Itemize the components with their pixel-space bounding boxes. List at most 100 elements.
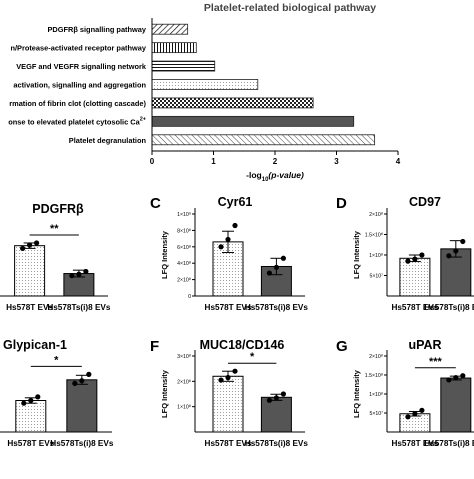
pathway-category-label: onse to elevated platelet cytosolic Ca2+ <box>8 116 146 126</box>
pathway-bar <box>151 97 314 109</box>
pathway-bar <box>151 60 216 72</box>
data-point <box>412 256 418 262</box>
x-category-label: Hs578T EVs <box>205 439 252 448</box>
data-point <box>72 380 78 386</box>
y-tick-label: 1×10⁸ <box>369 392 383 398</box>
data-point <box>28 397 34 404</box>
significance-label: * <box>250 351 255 363</box>
y-tick-label: 1.5×10⁸ <box>365 373 383 379</box>
pathway-bar <box>151 134 376 146</box>
x-category-label: Hs578Ts(i)8 EVs <box>245 439 309 448</box>
x-category-label: Hs578Ts(i)8 EVs <box>424 439 474 448</box>
data-point <box>405 258 411 264</box>
bar <box>260 396 292 433</box>
x-category-label: Hs578Ts(i)8 EVs <box>424 303 474 312</box>
x-category-label: Hs578T EVs <box>6 303 53 312</box>
x-category-label: Hs578Ts(i)8 EVs <box>50 439 114 448</box>
y-tick-label: 2×10⁸ <box>369 354 383 360</box>
data-point <box>27 242 33 248</box>
bar <box>15 400 47 433</box>
data-point <box>225 236 231 243</box>
x-category-label: Hs578T EVs <box>205 303 252 312</box>
panel-title: MUC18/CD146 <box>200 338 285 352</box>
pathway-x-tick-label: 3 <box>334 157 339 166</box>
data-point <box>405 414 411 420</box>
panel-letter: C <box>150 195 161 212</box>
data-point <box>76 271 82 277</box>
pathway-chart: Platelet-related biological pathway PDGFR… <box>8 2 400 183</box>
data-point <box>266 270 272 276</box>
y-tick-label: 6×10⁸ <box>177 245 191 251</box>
bar <box>399 257 431 297</box>
y-tick-label: 1×10⁹ <box>177 212 191 218</box>
panel-letter: G <box>336 338 348 355</box>
pathway-x-tick-label: 2 <box>273 157 278 166</box>
panel-letter: D <box>336 195 347 212</box>
y-axis-label: LFQ Intensity <box>160 369 169 418</box>
y-tick-label: 2×10⁸ <box>369 212 383 218</box>
data-point <box>446 253 452 259</box>
significance-label: ** <box>50 223 59 235</box>
data-point <box>69 273 75 279</box>
x-category-label: Hs578T EVs <box>391 303 438 312</box>
pathway-x-axis-label: -log10(p-value) <box>246 170 304 183</box>
data-point <box>35 394 41 400</box>
pathway-category-label: rmation of fibrin clot (clotting cascade… <box>9 99 146 108</box>
data-point <box>20 245 26 251</box>
y-tick-label: 4×10⁸ <box>177 261 191 267</box>
data-point <box>446 377 452 383</box>
y-axis-label: LFQ Intensity <box>160 230 169 279</box>
x-category-label: Hs578Ts(i)8 EVs <box>245 303 309 312</box>
data-point <box>280 255 286 261</box>
y-tick-label: 1×10⁸ <box>177 405 191 411</box>
y-tick-label: 5×10⁷ <box>369 411 383 417</box>
data-point <box>34 240 40 246</box>
data-point <box>460 373 466 379</box>
data-point <box>79 378 85 384</box>
pathway-category-label: PDGFRβ signalling pathway <box>47 25 146 34</box>
pathway-x-tick-label: 1 <box>211 157 216 166</box>
data-point <box>419 252 425 258</box>
y-tick-label: 2×10⁸ <box>177 379 191 385</box>
bar <box>14 245 46 297</box>
data-point <box>86 371 92 377</box>
pathway-x-tick-label: 0 <box>150 157 155 166</box>
data-point <box>83 268 89 275</box>
x-category-label: Hs578T EVs <box>7 439 54 448</box>
pathway-bar <box>151 23 189 35</box>
y-tick-label: 3×10⁸ <box>177 354 191 360</box>
data-point <box>266 397 272 403</box>
panel-title: Glypican-1 <box>3 338 67 352</box>
data-point <box>453 248 459 254</box>
data-point <box>225 374 231 381</box>
pathway-category-label: activation, signalling and aggregation <box>13 81 146 90</box>
pathway-x-tick-label: 4 <box>396 157 401 166</box>
data-point <box>273 264 279 270</box>
significance-label: * <box>54 354 59 366</box>
pathway-category-label: n/Protease-activated receptor pathway <box>10 44 146 53</box>
data-point <box>280 391 286 397</box>
panel-title: uPAR <box>408 338 441 352</box>
pathway-category-label: Platelet degranulation <box>69 136 147 145</box>
pathway-bar <box>151 115 355 127</box>
bar <box>440 377 472 433</box>
panel-title: CD97 <box>409 195 441 209</box>
bar <box>66 379 98 433</box>
y-axis-label: LFQ Intensity <box>352 369 361 418</box>
y-tick-label: 2×10⁸ <box>177 278 191 284</box>
data-point <box>232 222 238 229</box>
data-point <box>218 377 224 383</box>
y-tick-label: 8×10⁸ <box>177 228 191 234</box>
data-point <box>460 238 466 245</box>
pathway-bar <box>151 79 259 90</box>
panel-title: Cyr61 <box>218 195 253 209</box>
panel-letter: F <box>150 338 159 355</box>
y-tick-label: 0 <box>188 294 191 300</box>
panel-title: PDGFRβ <box>32 202 84 216</box>
data-point <box>232 368 238 374</box>
data-point <box>453 375 459 381</box>
